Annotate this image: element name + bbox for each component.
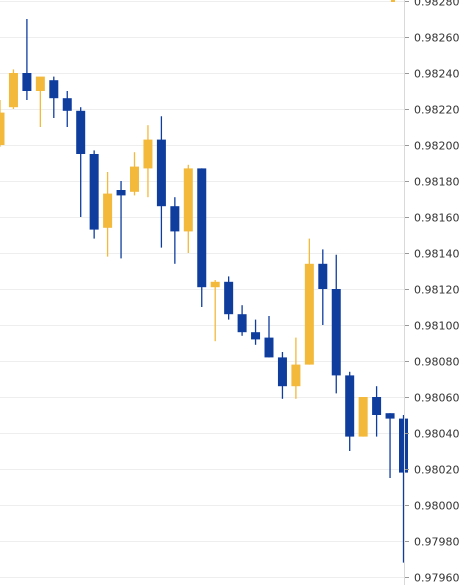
candle-body — [277, 357, 287, 387]
candle-body — [89, 154, 99, 230]
candle-body — [291, 364, 301, 387]
candle — [35, 76, 45, 127]
candle — [399, 415, 408, 563]
candle — [62, 91, 72, 127]
candle-body — [183, 168, 193, 232]
candle-body — [331, 289, 341, 376]
candle — [103, 172, 113, 257]
candle-body — [251, 332, 261, 340]
y-tick-label: 0.98200 — [414, 140, 460, 153]
candle-body — [304, 263, 314, 365]
candle — [385, 413, 395, 478]
candle-body — [237, 314, 247, 333]
candle-body — [156, 139, 166, 207]
y-tick-label: 0.98080 — [414, 356, 460, 369]
candle-body — [210, 281, 220, 288]
candle-body — [103, 193, 113, 228]
candle — [22, 19, 32, 100]
y-tick-label: 0.98220 — [414, 104, 460, 117]
candle — [251, 319, 261, 345]
candle — [89, 150, 99, 239]
candle-body — [76, 110, 86, 154]
candle-body — [358, 397, 368, 437]
candle — [277, 352, 287, 399]
candle-body — [318, 263, 328, 289]
candle — [170, 197, 180, 264]
y-tick-label: 0.98060 — [414, 392, 460, 405]
y-tick-label: 0.98240 — [414, 68, 460, 81]
candle — [0, 100, 5, 147]
candle — [224, 276, 234, 320]
y-tick-label: 0.98020 — [414, 464, 460, 477]
y-tick-label: 0.98000 — [414, 500, 460, 513]
candle-body — [399, 418, 408, 473]
candle — [8, 69, 18, 109]
candle-body — [224, 281, 234, 315]
candles — [0, 19, 408, 563]
candle-body — [264, 337, 274, 358]
candle-body — [62, 98, 72, 111]
candle — [143, 125, 153, 198]
candle — [76, 107, 86, 217]
y-tick-label: 0.98180 — [414, 176, 460, 189]
y-tick-label: 0.98120 — [414, 284, 460, 297]
y-tick-label: 0.98260 — [414, 32, 460, 45]
candle-body — [130, 166, 139, 192]
candle-body — [170, 206, 180, 232]
candle — [210, 280, 220, 342]
marker-glyph — [391, 0, 395, 2]
candle — [264, 316, 274, 358]
candle-body — [385, 413, 395, 419]
candle-body — [372, 397, 382, 415]
candle-body — [0, 112, 5, 145]
candle-body — [197, 168, 207, 288]
candle — [304, 238, 314, 365]
price-axis: 0.97960 0.97980 0.98000 0.98020 0.98040 0.980… — [391, 0, 460, 585]
y-tick-label: 0.98160 — [414, 212, 460, 225]
candle — [318, 249, 328, 325]
y-tick-label: 0.98040 — [414, 428, 460, 441]
candle-body — [345, 375, 355, 437]
candle-body — [22, 73, 32, 91]
candle — [237, 305, 247, 336]
y-tick-label: 0.97980 — [414, 536, 460, 549]
candle-body — [116, 190, 126, 196]
candle — [183, 164, 193, 253]
candle — [156, 116, 166, 248]
candle — [130, 152, 139, 196]
y-tick-label: 0.98280 — [414, 0, 460, 9]
candle — [116, 181, 126, 259]
candle — [49, 76, 59, 118]
candle — [358, 397, 368, 437]
candle — [372, 386, 382, 437]
candle-body — [49, 80, 59, 99]
y-tick-label: 0.97960 — [414, 572, 460, 585]
candle — [331, 254, 341, 394]
candle-body — [35, 76, 45, 91]
candle-body — [8, 73, 18, 108]
y-tick-label: 0.98140 — [414, 248, 460, 261]
y-tick-label: 0.98100 — [414, 320, 460, 333]
candle — [291, 337, 301, 399]
candle — [197, 168, 207, 307]
candle-body — [143, 139, 153, 169]
candle — [345, 371, 355, 451]
gridlines — [0, 1, 404, 578]
